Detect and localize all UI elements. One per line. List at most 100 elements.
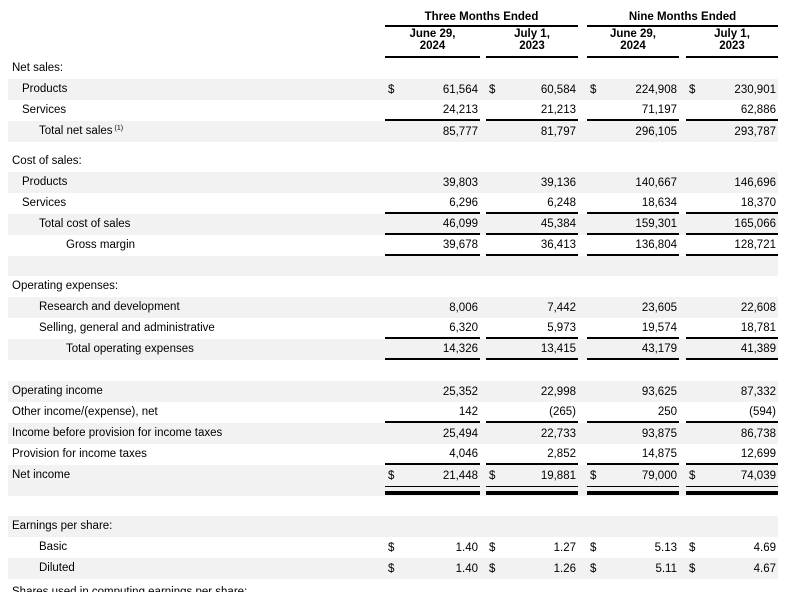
value-cell: 13,415 — [486, 339, 578, 360]
value-text: 4,046 — [449, 447, 478, 460]
date-line: June 29, — [409, 28, 456, 40]
row-label-text: Net income — [12, 469, 71, 481]
value-cell: $4.69 — [686, 537, 778, 558]
value-cell: 6,296 — [385, 193, 480, 214]
value-cell: $21,448 — [385, 465, 480, 486]
table-row: Total operating expenses 14,326 13,415 43,1… — [8, 339, 778, 360]
value-cell: $5.13 — [587, 537, 679, 558]
value-cell: 250 — [587, 402, 679, 423]
row-label-text: Research and development — [39, 301, 180, 313]
value-text: 18,634 — [641, 196, 677, 209]
dollar-sign: $ — [689, 562, 696, 575]
value-text: (594) — [749, 405, 776, 418]
period-group-header-row: Three Months Ended Nine Months Ended — [8, 0, 778, 27]
value-text: 7,442 — [547, 301, 576, 314]
value-text: 24,213 — [442, 103, 478, 116]
value-text: 1.40 — [455, 562, 478, 575]
table-row: Products 39,803 39,136 140,667 146,696 — [8, 172, 778, 193]
row-label-text: Services — [22, 104, 67, 116]
table-row: Shares used in computing earnings per sh… — [8, 582, 778, 592]
row-label-text: Gross margin — [66, 239, 136, 251]
value-text: 142 — [458, 405, 478, 418]
table-row: Operating income 25,352 22,998 93,625 87,332 — [8, 381, 778, 402]
value-cell: 39,678 — [385, 235, 480, 256]
value-text: 61,564 — [442, 83, 478, 96]
row-label: Other income/(expense), net — [8, 402, 385, 423]
value-cell: 93,875 — [587, 423, 679, 444]
table-row: Total cost of sales 46,099 45,384 159,301 16… — [8, 214, 778, 235]
table-row: Gross margin 39,678 36,413 136,804 128,721 — [8, 235, 778, 256]
value-text: 165,066 — [734, 217, 776, 230]
column-header-ytd-2024: June 29, 2024 — [587, 27, 679, 58]
value-text: 39,136 — [540, 176, 576, 189]
value-cell: 21,213 — [486, 100, 578, 121]
value-cell: 62,886 — [686, 100, 778, 121]
value-cell: 2,852 — [486, 444, 578, 465]
value-text: 4.67 — [753, 562, 776, 575]
value-text: 159,301 — [635, 217, 677, 230]
table-row: Other income/(expense), net 142 (265) 250 (5… — [8, 402, 778, 423]
value-text: 140,667 — [635, 176, 677, 189]
value-cell: $74,039 — [686, 465, 778, 486]
value-text: 21,213 — [540, 103, 576, 116]
value-text: 6,248 — [547, 196, 576, 209]
date-line: 2024 — [620, 40, 646, 52]
value-text: 39,678 — [442, 238, 478, 251]
value-text: 18,370 — [740, 196, 776, 209]
value-cell: (594) — [686, 402, 778, 423]
value-text: 128,721 — [734, 238, 776, 251]
row-label: Net sales: — [8, 58, 385, 79]
table-body: Net sales: Products $61,564 $60,584 $224,908… — [8, 58, 778, 592]
table-row: Provision for income taxes 4,046 2,852 14,8… — [8, 444, 778, 465]
value-cell: 146,696 — [686, 172, 778, 193]
value-cell: 136,804 — [587, 235, 679, 256]
value-text: 60,584 — [540, 83, 576, 96]
row-label-text: Total net sales — [39, 125, 113, 137]
value-cell: 165,066 — [686, 214, 778, 235]
dollar-sign: $ — [689, 83, 696, 96]
value-cell: 14,326 — [385, 339, 480, 360]
value-cell: 18,634 — [587, 193, 679, 214]
footnote-ref: (1) — [114, 125, 124, 132]
row-label: Total net sales (1) — [8, 121, 385, 142]
row-label-text: Income before provision for income taxes — [12, 427, 223, 439]
value-text: 71,197 — [641, 103, 677, 116]
value-text: 4.69 — [753, 541, 776, 554]
value-text: 5.13 — [654, 541, 677, 554]
value-text: 23,605 — [641, 301, 677, 314]
value-cell: 293,787 — [686, 121, 778, 142]
dollar-sign: $ — [590, 562, 597, 575]
row-label-text: Basic — [39, 541, 68, 553]
row-label: Earnings per share: — [8, 516, 385, 537]
row-label-text: Products — [22, 176, 68, 188]
value-cell: $60,584 — [486, 79, 578, 100]
value-cell: 71,197 — [587, 100, 679, 121]
value-cell: 93,625 — [587, 381, 679, 402]
value-text: 250 — [657, 405, 677, 418]
value-text: (265) — [549, 405, 576, 418]
spacer-row — [8, 496, 778, 516]
value-text: 46,099 — [442, 217, 478, 230]
value-cell: $61,564 — [385, 79, 480, 100]
value-text: 5,973 — [547, 321, 576, 334]
value-text: 25,494 — [442, 427, 478, 440]
dollar-sign: $ — [689, 469, 696, 482]
value-text: 8,006 — [449, 301, 478, 314]
value-text: 136,804 — [635, 238, 677, 251]
dollar-sign: $ — [388, 562, 395, 575]
value-text: 12,699 — [740, 447, 776, 460]
value-text: 146,696 — [734, 176, 776, 189]
value-text: 39,803 — [442, 176, 478, 189]
value-cell: 18,370 — [686, 193, 778, 214]
date-line: June 29, — [609, 28, 657, 40]
row-label: Gross margin — [8, 235, 385, 256]
value-text: 45,384 — [540, 217, 576, 230]
value-text: 224,908 — [635, 83, 677, 96]
row-label-text: Operating expenses: — [12, 280, 119, 292]
dollar-sign: $ — [590, 541, 597, 554]
value-text: 19,574 — [641, 321, 677, 334]
value-cell: 19,574 — [587, 318, 679, 339]
financial-statement-table: Three Months Ended Nine Months Ended Jun… — [8, 0, 778, 592]
spacer-row — [8, 360, 778, 381]
value-cell: $1.40 — [385, 558, 480, 579]
